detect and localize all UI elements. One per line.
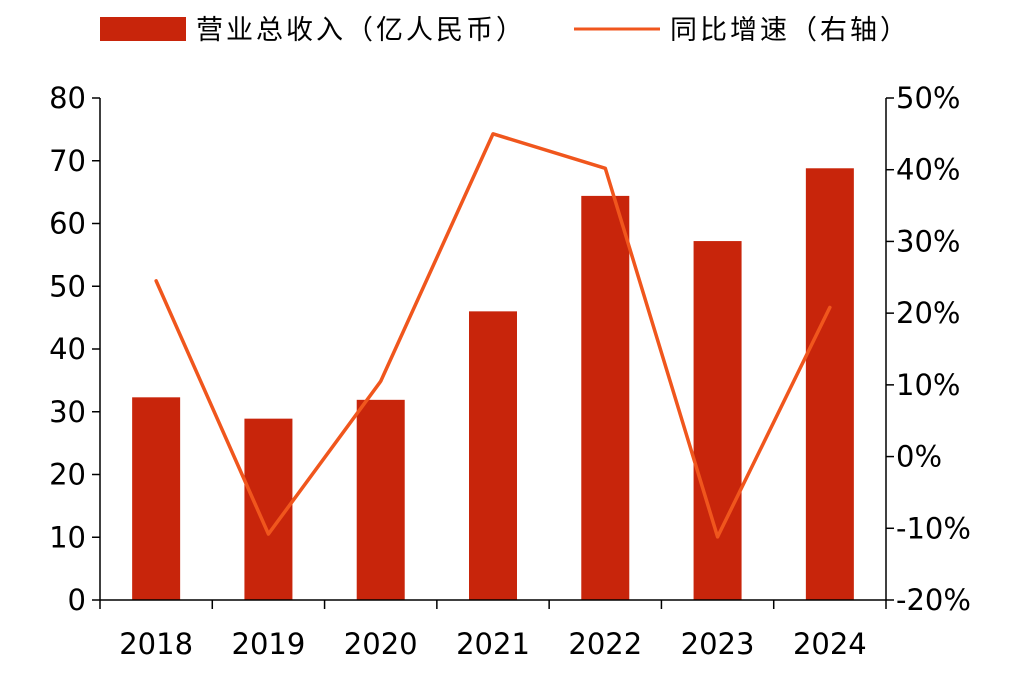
y-left-tick-label: 60 — [49, 207, 86, 241]
x-tick-label: 2023 — [681, 627, 755, 661]
y-left-tick-label: 50 — [49, 269, 86, 303]
line-series — [154, 132, 832, 539]
x-tick-label: 2024 — [793, 627, 867, 661]
legend: 营业总收入（亿人民币） 同比增速（右轴） — [100, 15, 910, 46]
bar-2024 — [805, 168, 854, 600]
bar-2021 — [469, 311, 517, 600]
y-right-tick-label: -20% — [896, 583, 971, 617]
legend-label-growth: 同比增速（右轴） — [670, 15, 910, 46]
bar-2023 — [693, 241, 742, 600]
y-left-tick-label: 10 — [49, 520, 86, 554]
y-left-tick-label: 70 — [49, 144, 86, 178]
legend-swatch-revenue — [100, 17, 186, 41]
x-tick-label: 2021 — [456, 627, 530, 661]
y-right-tick-label: 0% — [896, 440, 942, 474]
x-tick-label: 2019 — [232, 627, 306, 661]
y-left-tick-label: 40 — [49, 332, 86, 366]
y-right-tick-label: 30% — [896, 224, 960, 258]
y-right-tick-label: 40% — [896, 153, 960, 187]
bar-2018 — [132, 397, 181, 600]
y-right-tick-label: 20% — [896, 296, 960, 330]
y-left-tick-label: 80 — [49, 81, 86, 115]
y-left-tick-label: 20 — [49, 458, 86, 492]
y-left-tick-label: 30 — [49, 395, 86, 429]
y-right-tick-label: 10% — [896, 368, 960, 402]
y-right-tick-label: 50% — [896, 81, 960, 115]
x-tick-label: 2022 — [568, 627, 642, 661]
axes — [92, 97, 894, 609]
y-left-tick-label: 0 — [68, 583, 86, 617]
bar-series — [132, 168, 854, 600]
x-tick-label: 2020 — [344, 627, 418, 661]
y-right-tick-label: -10% — [896, 511, 971, 545]
x-tick-label: 2018 — [119, 627, 193, 661]
tick-labels: 0 10 20 30 40 50 60 70 80 -20% -10% 0% 10% 20% 30% 40% 5… — [49, 81, 971, 661]
bar-2020 — [356, 399, 405, 600]
legend-label-revenue: 营业总收入（亿人民币） — [196, 15, 526, 46]
bar-2022 — [581, 195, 630, 600]
